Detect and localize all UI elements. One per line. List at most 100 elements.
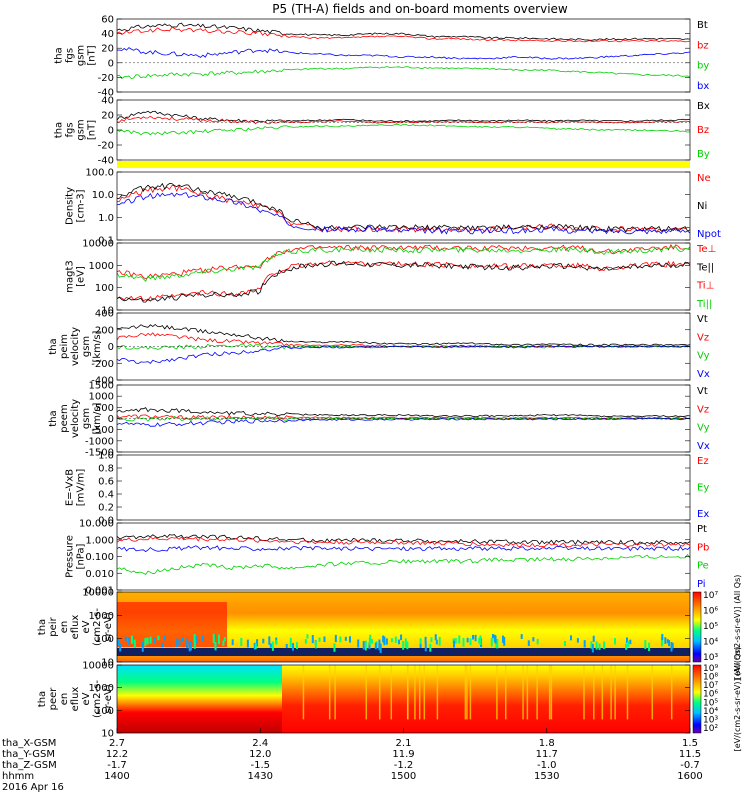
spectrogram-noise-band	[117, 648, 690, 656]
y-axis-label: velocity	[70, 399, 81, 438]
spectrogram-speck	[214, 641, 217, 650]
spectrogram-speck	[269, 643, 272, 648]
spectrogram-speck	[576, 638, 579, 643]
spectrogram-speck	[163, 635, 166, 641]
spectrogram-speck	[186, 638, 189, 649]
spectrogram-left-region	[117, 665, 282, 733]
spectrogram-speck	[424, 636, 427, 643]
series-line-Vy	[116, 416, 691, 422]
x-tick-label-x: 2.1	[396, 738, 412, 749]
spectrogram-speck	[458, 635, 461, 644]
spectrogram-speck	[344, 636, 347, 641]
y-tick-label: -200	[91, 359, 114, 370]
panel-peer: 10⁹10⁸10⁷10⁶10⁵10⁴10³10²10000100010010th…	[37, 647, 742, 752]
colorbar-tick-label: 10³	[703, 715, 718, 725]
spectrogram-speck	[124, 636, 127, 642]
y-axis-label: (cm2-s-	[92, 608, 103, 646]
spectrogram-stripe	[466, 665, 468, 720]
spectrogram-speck	[478, 637, 481, 644]
y-tick-label: -40	[98, 156, 114, 167]
spectrogram-speck	[503, 636, 506, 646]
y-tick-label: 100	[95, 634, 114, 645]
spectrogram-speck	[378, 639, 381, 649]
spectrogram-speck	[254, 643, 257, 649]
x-tick-label-z: -1.2	[394, 760, 414, 771]
spectrogram-stripe	[418, 665, 421, 720]
spectrogram-speck	[429, 643, 432, 652]
spectrogram-stripe	[548, 665, 551, 720]
panel-peim-velocity: 400 200 0 -200 -400 tha peim velocity gsm [km/s] V…	[48, 309, 710, 387]
x-tick-label-y: 11.5	[679, 749, 701, 760]
spectrogram-speck	[296, 642, 299, 649]
y-axis-label: gsm	[76, 119, 87, 140]
y-axis-label: [cm-3]	[76, 189, 87, 222]
y-tick-label: 100.0	[85, 168, 114, 179]
y-tick-label: 40	[101, 29, 114, 40]
spectrogram-speck	[614, 638, 617, 645]
y-axis-label: E=-VxB	[65, 469, 76, 506]
spectrogram-speck	[323, 636, 326, 642]
spectrogram-speck	[661, 634, 664, 640]
panel-peir: 10⁷ 10⁶ 10⁵ 10⁴ 10³ 10000 1000 100 10 tha peir en ef…	[37, 575, 742, 680]
spectrogram-speck	[318, 637, 321, 642]
spectrogram-speck	[532, 637, 535, 642]
colorbar-tick-label: 10⁶	[703, 690, 718, 700]
spectrogram-speck	[527, 640, 530, 646]
y-axis-label: eflux	[70, 615, 81, 640]
series-line-Te||	[116, 260, 691, 303]
series-line-Te⊥	[116, 260, 691, 302]
series-line-Pi	[116, 545, 691, 553]
y-axis-label: tha	[48, 338, 59, 354]
series-line-Vt	[116, 323, 691, 347]
y-axis-label: eflux	[70, 687, 81, 712]
spectrogram-speck	[462, 638, 465, 647]
spectrogram-speck	[383, 636, 386, 646]
series-line-bx	[116, 47, 691, 60]
legend-entry: Bz	[697, 125, 709, 136]
y-tick-label: 10	[101, 729, 114, 740]
spectrogram-speck	[379, 643, 382, 653]
spectrogram-speck	[362, 641, 365, 650]
spectrogram-speck	[603, 641, 606, 649]
spectrogram-speck	[385, 638, 388, 645]
spectrogram-stripe	[302, 665, 305, 720]
spectrogram-speck	[176, 638, 179, 648]
legend-entry: Vy	[697, 351, 710, 362]
y-tick-label: 100	[95, 706, 114, 717]
panel-frame	[116, 242, 691, 311]
y-axis-label: peir	[48, 616, 59, 636]
spectrogram-speck	[479, 635, 482, 645]
y-tick-label: 10000	[82, 588, 114, 599]
y-tick-label: 10.000	[79, 519, 114, 530]
spectrogram-speck	[660, 637, 663, 647]
y-axis-label: magt3	[65, 260, 76, 293]
y-tick-label: 1000	[89, 392, 114, 403]
y-tick-label: 60	[101, 15, 114, 26]
spectrogram-hotspot	[117, 602, 227, 647]
spectrogram-speck	[304, 639, 307, 644]
series-line-Bz	[116, 115, 691, 125]
x-axis-row-label: tha_Z-GSM	[2, 760, 57, 771]
spectrogram-speck	[374, 642, 377, 650]
series-line-Ti||	[116, 246, 691, 283]
spectrogram-speck	[454, 638, 457, 644]
spectrogram-speck	[494, 635, 497, 644]
y-tick-label: 0.010	[85, 569, 114, 580]
spectrogram-speck	[402, 641, 405, 650]
y-tick-label: 100	[95, 283, 114, 294]
spectrogram-speck	[314, 641, 317, 649]
spectrogram-speck	[419, 638, 422, 643]
spectrogram-speck	[424, 642, 427, 652]
panel-fgs-gsm-2: 40 20 0 -20 -40 tha fgs gsm [nT] Bx Bz By	[54, 96, 710, 167]
spectrogram-stripe	[414, 665, 416, 720]
y-tick-label: 1000	[89, 611, 114, 622]
colorbar-tick-label: 10³	[703, 653, 718, 663]
series-line-By	[116, 123, 690, 136]
spectrogram-speck	[430, 637, 433, 643]
series-line-Bt	[116, 22, 691, 41]
y-axis-label: en	[59, 693, 70, 706]
colorbar-tick-label: 10⁴	[703, 707, 718, 717]
spectrogram-speck	[146, 637, 149, 644]
